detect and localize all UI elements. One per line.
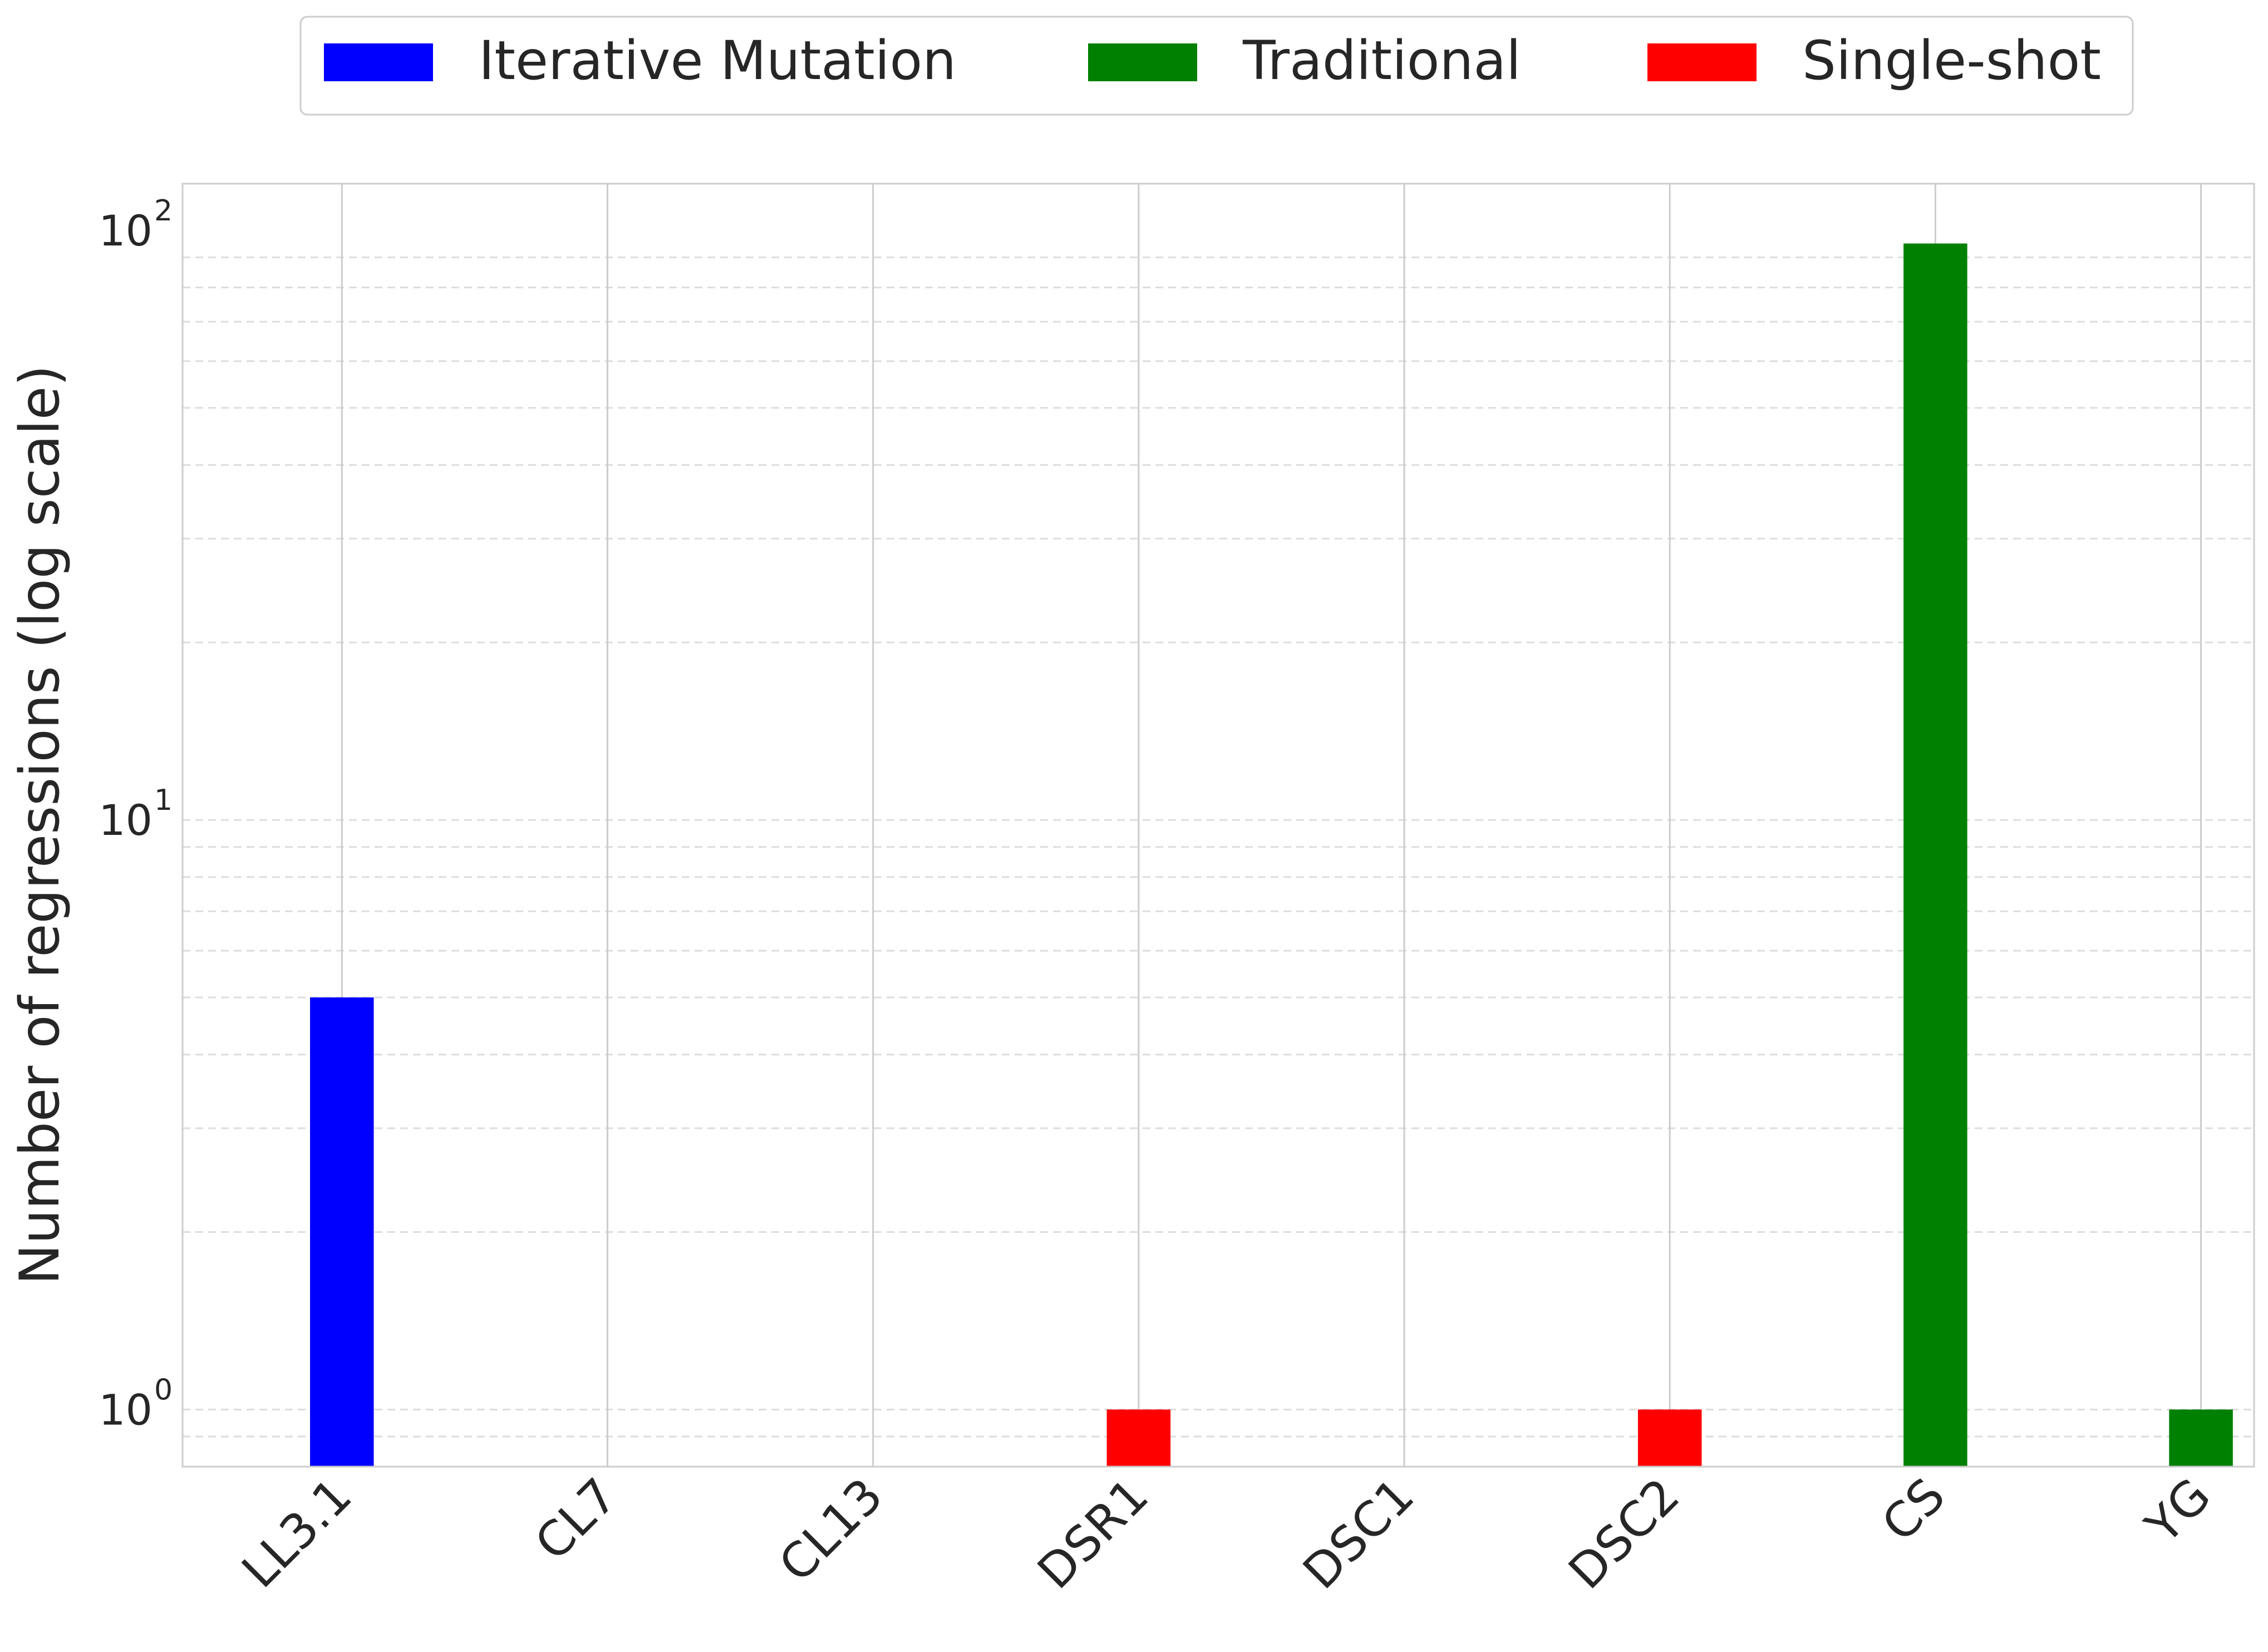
plot-area (181, 183, 2255, 1468)
bar (310, 997, 374, 1467)
bar (2169, 1409, 2233, 1467)
y-tick-label: 10 (99, 206, 152, 255)
legend: Iterative Mutation Traditional Single-shot (299, 16, 2134, 116)
legend-entry: Iterative Mutation (324, 30, 956, 92)
bar (1637, 1409, 1702, 1467)
y-axis-label: Number of regressions (log scale) (8, 365, 72, 1285)
legend-swatch (324, 43, 433, 81)
legend-label: Iterative Mutation (479, 30, 956, 92)
legend-swatch (1088, 43, 1197, 81)
legend-swatch (1647, 43, 1757, 81)
y-tick-label: 10 (99, 1385, 152, 1434)
legend-frame (299, 16, 2134, 116)
y-tick-exponent: 0 (154, 1373, 173, 1407)
y-tick: 10 0 (99, 1373, 173, 1434)
y-tick: 10 2 (99, 194, 173, 255)
y-tick-exponent: 2 (154, 194, 173, 228)
y-tick-exponent: 1 (154, 784, 173, 817)
legend-label: Traditional (1242, 30, 1521, 92)
legend-entries: Iterative Mutation Traditional Single-shot (324, 30, 2101, 92)
legend-entry: Single-shot (1647, 30, 2101, 92)
legend-entry: Traditional (1088, 30, 1521, 92)
bar (1106, 1409, 1171, 1467)
bars (310, 243, 2233, 1467)
plot-frame (181, 183, 2255, 1468)
legend-label: Single-shot (1802, 30, 2101, 92)
y-tick: 10 1 (99, 784, 173, 845)
y-tick-label: 10 (99, 795, 152, 845)
bar (1903, 243, 1967, 1467)
